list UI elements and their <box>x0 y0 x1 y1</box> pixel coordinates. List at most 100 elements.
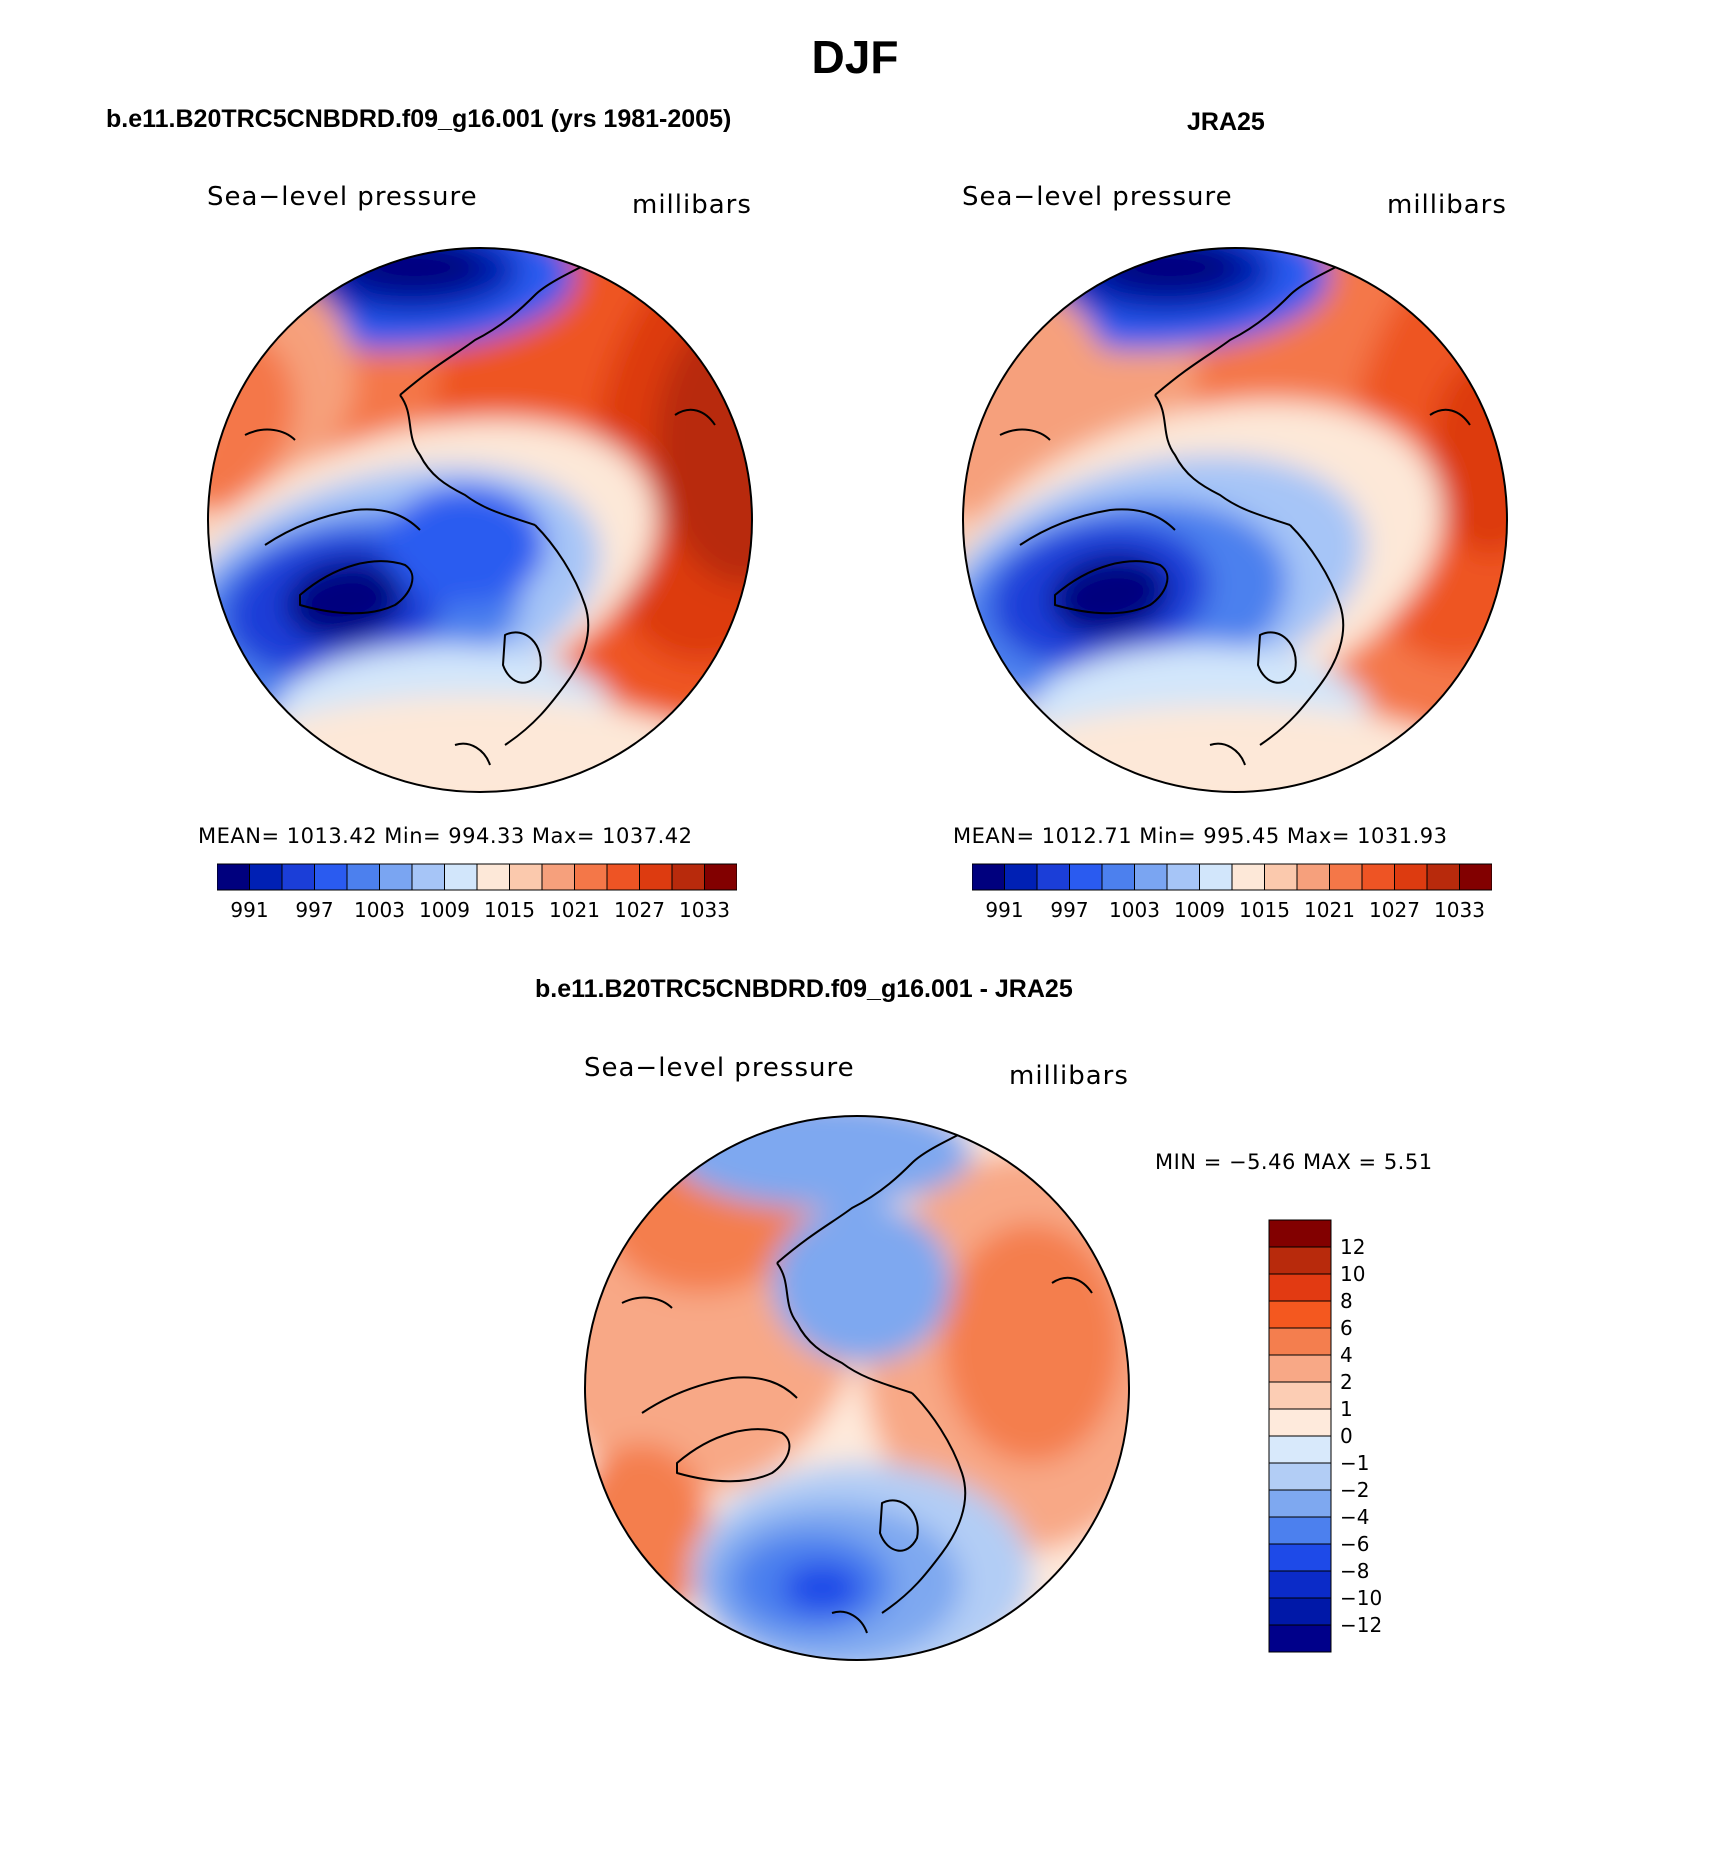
colorbar-tick-label: 1027 <box>1369 898 1420 922</box>
colorbar-swatch <box>1268 1435 1332 1464</box>
colorbar-swatch <box>1268 1489 1332 1518</box>
colorbar-swatch <box>1268 1273 1332 1302</box>
coastline <box>1209 742 1246 766</box>
coastline <box>1154 264 1341 396</box>
colorbar-tick-label: 4 <box>1340 1343 1353 1367</box>
colorbar-swatch <box>1268 1246 1332 1275</box>
colorbar-tick-label: −4 <box>1340 1505 1370 1529</box>
colorbar-swatch <box>314 863 348 891</box>
colorbar-tick-label: 1009 <box>1174 898 1225 922</box>
colorbar-swatch <box>1264 863 1298 891</box>
colorbar-tick-label: 1 <box>1340 1397 1353 1421</box>
colorbar-swatch <box>1004 863 1038 891</box>
map-boundary <box>962 247 1508 793</box>
colorbar-swatch <box>1361 863 1395 891</box>
units-label: millibars <box>1387 190 1507 220</box>
coastline <box>879 1499 919 1552</box>
colorbar-tick-label: 8 <box>1340 1289 1353 1313</box>
map-boundary <box>207 247 753 793</box>
colorbar-tick-label: −10 <box>1340 1586 1383 1610</box>
coastline <box>776 1262 913 1394</box>
colorbar-swatch <box>1268 1408 1332 1437</box>
colorbar-swatch <box>704 863 737 891</box>
colorbar-swatch <box>671 863 705 891</box>
pressure-field-region <box>942 1223 1122 1463</box>
polar-map-obs <box>962 247 1508 793</box>
colorbar-swatch <box>1101 863 1135 891</box>
colorbar-swatch <box>1036 863 1070 891</box>
colorbar-swatch <box>1069 863 1103 891</box>
coastline <box>299 560 414 615</box>
coastline <box>1429 408 1471 426</box>
colorbar-obs <box>972 863 1492 891</box>
colorbar-tick-label: −2 <box>1340 1478 1370 1502</box>
panel-title-diff: b.e11.B20TRC5CNBDRD.f09_g16.001 - JRA25 <box>535 975 1073 1003</box>
colorbar-tick-label: 1021 <box>1304 898 1355 922</box>
coastline <box>502 631 542 684</box>
colorbar-swatch <box>1394 863 1428 891</box>
colorbar-swatch <box>411 863 445 891</box>
colorbar-tick-label: 1015 <box>1239 898 1290 922</box>
colorbar-tick-label: 1033 <box>1434 898 1485 922</box>
coastline <box>504 524 590 746</box>
colorbar-tick-label: 997 <box>1050 898 1089 922</box>
colorbar-swatch <box>1268 1354 1332 1383</box>
colorbar-tick-label: 6 <box>1340 1316 1353 1340</box>
colorbar-tick-label: 1003 <box>354 898 405 922</box>
polar-map-difference <box>584 1115 1130 1661</box>
polar-map-model <box>207 247 753 793</box>
coastline <box>676 1428 791 1483</box>
colorbar-swatch <box>1268 1381 1332 1410</box>
colorbar-swatch <box>1268 1597 1332 1626</box>
pressure-field-region <box>285 559 405 641</box>
coastline <box>1154 394 1291 526</box>
colorbar-swatch <box>639 863 673 891</box>
coastline <box>1259 524 1345 746</box>
colorbar-swatch <box>444 863 478 891</box>
colorbar-swatch <box>1231 863 1265 891</box>
coastline <box>776 1132 963 1264</box>
coastline <box>399 394 536 526</box>
colorbar-tick-label: 997 <box>295 898 334 922</box>
coastline <box>454 742 491 766</box>
colorbar-swatch <box>1296 863 1330 891</box>
pressure-field-region <box>385 485 545 605</box>
colorbar-swatch <box>249 863 283 891</box>
map-stats: MEAN= 1012.71 Min= 995.45 Max= 1031.93 <box>953 824 1448 848</box>
colorbar-swatch <box>379 863 413 891</box>
coastline <box>641 1376 798 1414</box>
colorbar-swatch <box>217 863 250 891</box>
colorbar-labels: 12 10 8 6 4 2 1 0 −1 −2 −4 −6 −8 −10 −12 <box>1340 1218 1420 1654</box>
colorbar-labels: 991 997 1003 1009 1015 1021 1027 1033 <box>972 898 1492 928</box>
colorbar-swatch <box>1166 863 1200 891</box>
units-label: millibars <box>1009 1061 1129 1091</box>
colorbar-tick-label: −8 <box>1340 1559 1370 1583</box>
colorbar-swatch <box>1268 1570 1332 1599</box>
coastline <box>1054 560 1169 615</box>
colorbar-difference <box>1268 1219 1332 1653</box>
colorbar-swatch <box>541 863 575 891</box>
variable-label: Sea−level pressure <box>207 182 478 212</box>
colorbar-swatch <box>1134 863 1168 891</box>
colorbar-tick-label: −6 <box>1340 1532 1370 1556</box>
map-stats: MEAN= 1013.42 Min= 994.33 Max= 1037.42 <box>198 824 693 848</box>
coastline <box>399 264 586 396</box>
panel-title-model: b.e11.B20TRC5CNBDRD.f09_g16.001 (yrs 198… <box>106 105 732 133</box>
colorbar-swatch <box>1268 1516 1332 1545</box>
coastline <box>831 1610 868 1634</box>
colorbar-tick-label: −12 <box>1340 1613 1383 1637</box>
colorbar-tick-label: 1027 <box>614 898 665 922</box>
colorbar-swatch <box>1268 1327 1332 1356</box>
coastline <box>1019 508 1176 546</box>
colorbar-swatch <box>509 863 543 891</box>
colorbar-swatch <box>1268 1300 1332 1329</box>
colorbar-swatch <box>1459 863 1492 891</box>
colorbar-swatch <box>1268 1543 1332 1572</box>
colorbar-model <box>217 863 737 891</box>
colorbar-tick-label: 1009 <box>419 898 470 922</box>
main-title: DJF <box>811 31 899 83</box>
pressure-field-region <box>772 1203 952 1363</box>
colorbar-tick-label: 0 <box>1340 1424 1353 1448</box>
pressure-field-region <box>782 1563 862 1613</box>
pressure-field-region <box>1430 355 1507 555</box>
